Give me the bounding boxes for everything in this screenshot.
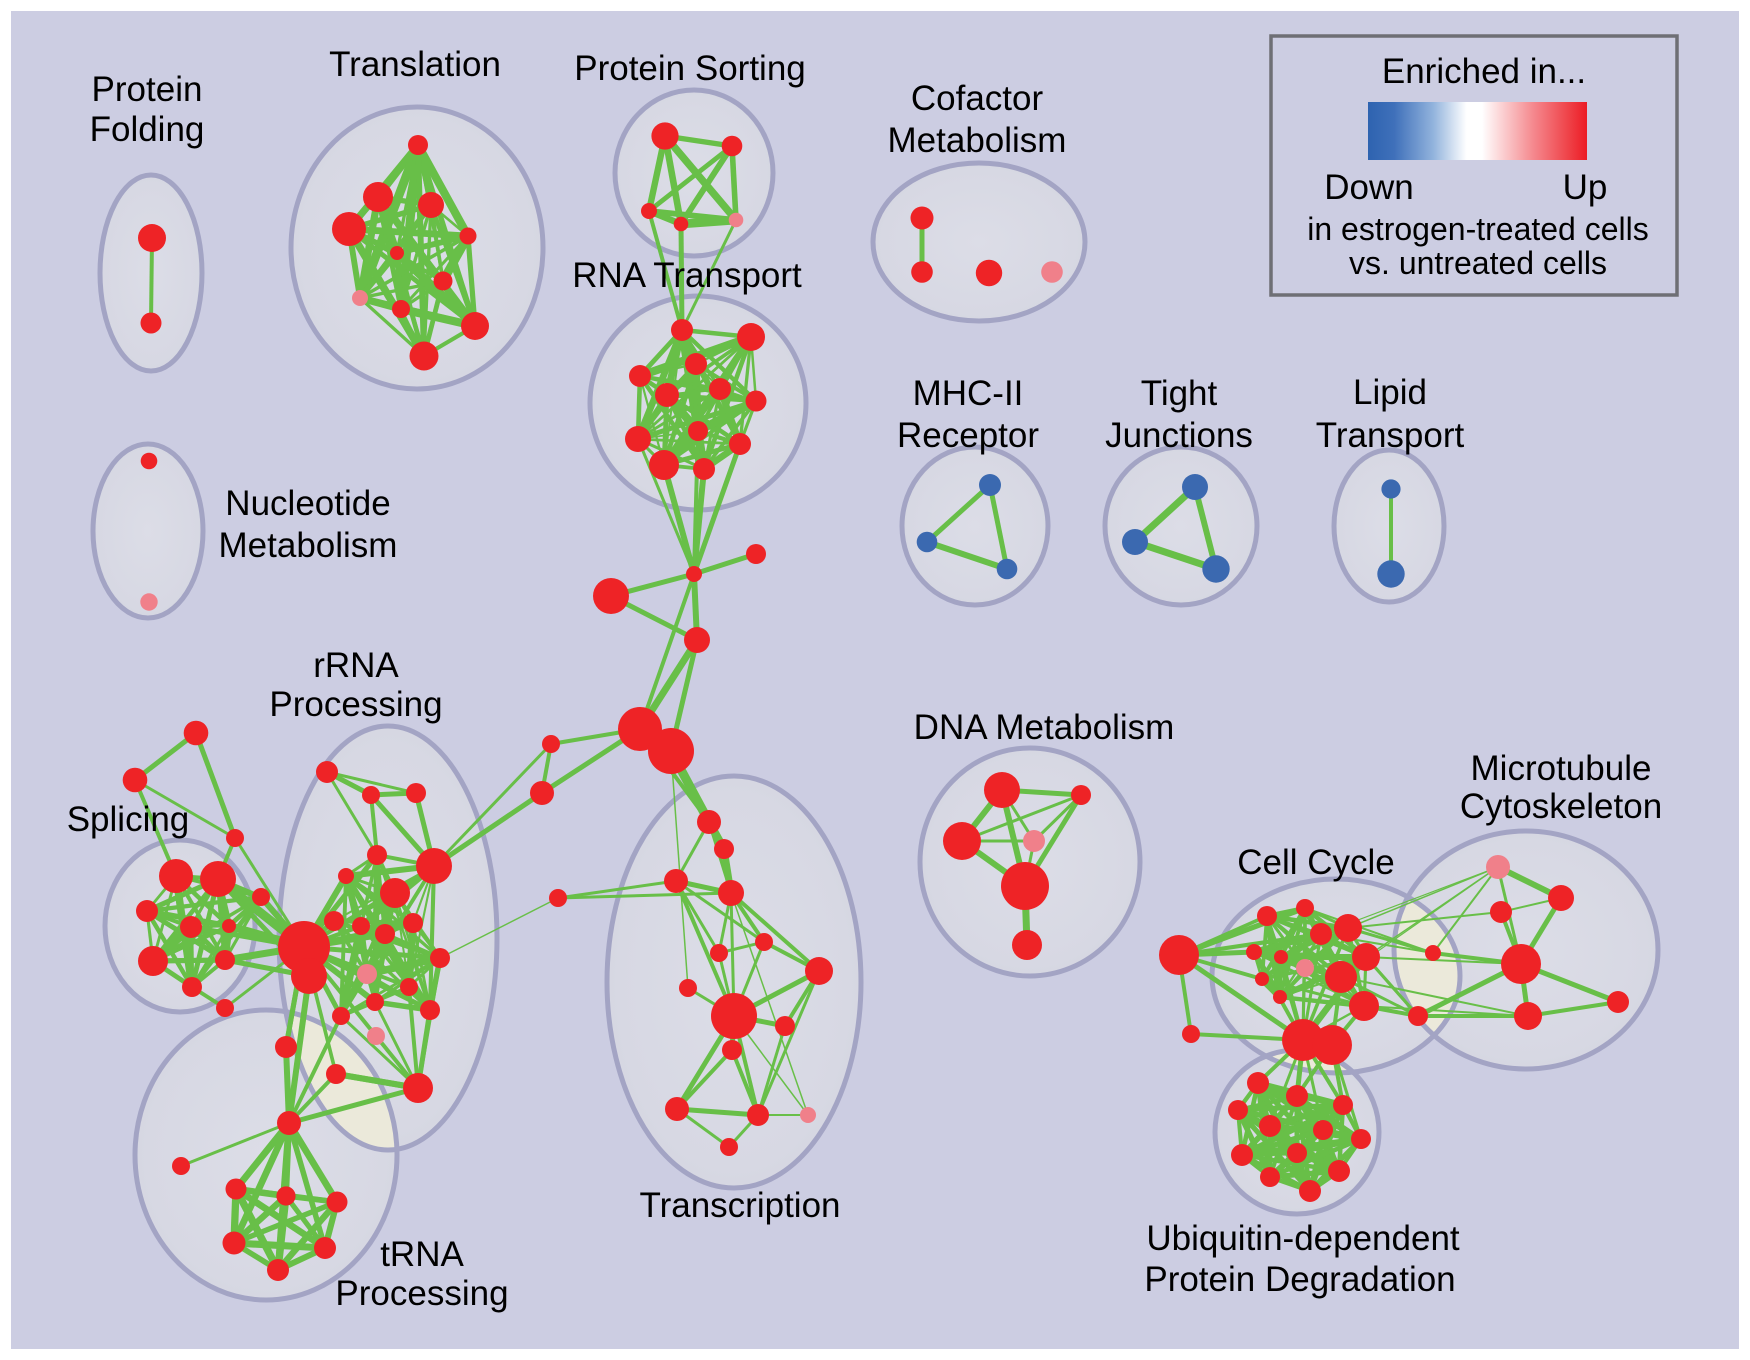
svg-text:Metabolism: Metabolism xyxy=(219,526,398,565)
svg-text:tRNA: tRNA xyxy=(380,1235,464,1274)
svg-text:Tight: Tight xyxy=(1141,374,1218,413)
svg-text:Folding: Folding xyxy=(90,110,205,149)
svg-text:Protein Sorting: Protein Sorting xyxy=(574,49,806,88)
svg-text:RNA Transport: RNA Transport xyxy=(572,256,802,295)
svg-text:Cell Cycle: Cell Cycle xyxy=(1237,843,1395,882)
svg-text:in estrogen-treated cells: in estrogen-treated cells xyxy=(1307,211,1649,247)
svg-text:Processing: Processing xyxy=(335,1274,508,1313)
svg-text:vs. untreated cells: vs. untreated cells xyxy=(1349,245,1607,281)
svg-text:Ubiquitin-dependent: Ubiquitin-dependent xyxy=(1146,1219,1460,1258)
svg-text:DNA Metabolism: DNA Metabolism xyxy=(914,708,1175,747)
svg-text:MHC-II: MHC-II xyxy=(913,374,1024,413)
svg-text:Receptor: Receptor xyxy=(897,416,1039,455)
svg-text:Translation: Translation xyxy=(329,45,501,84)
svg-text:Protein Degradation: Protein Degradation xyxy=(1144,1260,1455,1299)
svg-text:Cytoskeleton: Cytoskeleton xyxy=(1460,787,1662,826)
svg-text:Protein: Protein xyxy=(92,70,203,109)
svg-text:rRNA: rRNA xyxy=(313,646,399,685)
svg-text:Metabolism: Metabolism xyxy=(888,121,1067,160)
svg-text:Down: Down xyxy=(1324,168,1413,207)
svg-text:Transport: Transport xyxy=(1316,416,1465,455)
svg-text:Cofactor: Cofactor xyxy=(911,79,1044,118)
svg-text:Nucleotide: Nucleotide xyxy=(225,484,390,523)
svg-text:Transcription: Transcription xyxy=(640,1186,841,1225)
svg-text:Lipid: Lipid xyxy=(1353,373,1427,412)
svg-text:Junctions: Junctions xyxy=(1105,416,1253,455)
svg-text:Splicing: Splicing xyxy=(67,800,190,839)
svg-text:Enriched in...: Enriched in... xyxy=(1382,52,1586,91)
svg-text:Up: Up xyxy=(1563,168,1608,207)
svg-text:Microtubule: Microtubule xyxy=(1471,749,1652,788)
svg-text:Processing: Processing xyxy=(269,685,442,724)
